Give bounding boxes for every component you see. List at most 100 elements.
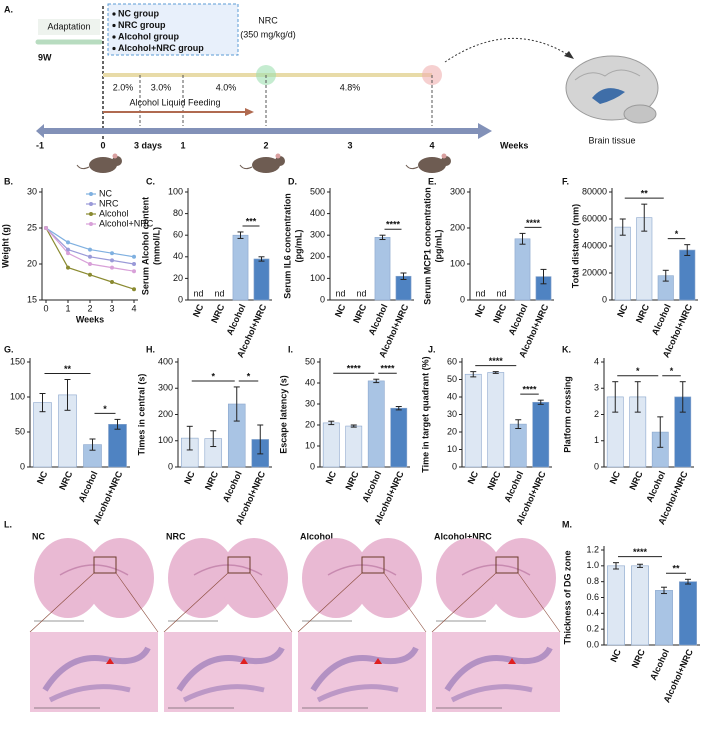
bar	[631, 565, 649, 646]
group-label: NRC group	[118, 20, 166, 30]
bar	[374, 237, 391, 301]
y-tick-label: 80	[173, 208, 183, 218]
x-tick-label: Alcohol	[224, 303, 247, 337]
value-label: nd	[214, 288, 224, 298]
mouse-tail	[405, 164, 419, 170]
panel-label: F.	[562, 176, 569, 186]
value-label: nd	[496, 288, 506, 298]
x-tick-label: Alcohol	[648, 648, 671, 682]
treatment-label: NRC	[258, 15, 278, 25]
panel-label: C.	[146, 176, 155, 186]
time-label: 3	[347, 140, 352, 150]
bullet	[112, 23, 116, 28]
x-tick-label: Alcohol	[506, 303, 529, 337]
bar	[679, 249, 696, 301]
significance-label: ****	[347, 364, 362, 374]
y-tick-label: 200	[450, 222, 465, 232]
bar	[514, 238, 531, 301]
panel-label: A.	[4, 4, 13, 14]
x-tick-label: NC	[608, 469, 623, 485]
x-tick-label: NC	[615, 302, 630, 318]
significance-label: *	[670, 366, 674, 376]
y-tick-label: 30	[305, 398, 315, 408]
zoom-line	[297, 572, 363, 633]
bar	[464, 373, 482, 468]
point	[88, 254, 92, 259]
y-tick-label: 0	[460, 294, 465, 304]
zoom-line	[249, 572, 293, 633]
y-axis-label: Escape latency (s)	[278, 375, 288, 454]
x-tick-label: NC	[333, 302, 348, 318]
y-tick-label: 100	[168, 186, 183, 196]
bullet	[112, 46, 116, 51]
dentate-gyrus	[450, 684, 533, 703]
y-tick-label: 100	[310, 273, 325, 283]
brain-fold	[574, 69, 641, 81]
mouse-body	[89, 157, 117, 173]
dose-label: (350 mg/kg/d)	[240, 29, 296, 39]
sample-arrow	[444, 38, 571, 63]
y-tick-label: 400	[158, 356, 173, 366]
x-tick-label: NC	[473, 302, 488, 318]
mouse-tail	[239, 164, 253, 170]
y-tick-label: 30	[447, 409, 457, 419]
significance-label: *	[103, 404, 107, 414]
dentate-gyrus	[316, 684, 399, 703]
point	[132, 262, 136, 266]
time-label: 2	[263, 140, 268, 150]
x-tick-label: NC	[466, 469, 481, 485]
mouse-body	[418, 157, 446, 173]
dentate-gyrus	[182, 684, 265, 703]
panel-label: I.	[288, 344, 293, 354]
legend-marker	[89, 212, 93, 216]
x-tick-label: NRC	[203, 469, 221, 491]
time-label: 1	[180, 140, 185, 150]
zoom-box	[93, 556, 117, 574]
y-tick-label: 0	[178, 294, 183, 304]
panel-label: B.	[4, 176, 13, 186]
bar	[614, 226, 631, 301]
significance-label: **	[641, 189, 649, 199]
panel-label: E.	[428, 176, 437, 186]
x-tick-label: NC	[35, 469, 50, 485]
bar	[607, 565, 625, 646]
y-tick-label: 40	[305, 377, 315, 387]
group-label: Alcohol	[300, 531, 333, 541]
significance-label: **	[64, 364, 72, 374]
mouse-ear	[441, 153, 447, 159]
marker	[240, 658, 248, 664]
percentage: 2.0%	[113, 82, 134, 92]
hippocampus	[592, 88, 625, 104]
arrow-head	[245, 108, 254, 116]
y-tick-label: 300	[310, 230, 325, 240]
y-axis-label: Thickness of DG zone	[562, 550, 572, 644]
y-tick-label: 100	[158, 435, 173, 445]
time-label: -1	[36, 140, 44, 150]
zoom-image	[432, 632, 560, 712]
panel-label: D.	[288, 176, 297, 186]
value-label: nd	[356, 288, 366, 298]
x-axis-label: Weeks	[76, 314, 104, 324]
y-tick-label: 0	[602, 294, 607, 304]
significance-label: ****	[380, 364, 395, 374]
time-label: 0	[100, 140, 105, 150]
y-axis-label: Serum MCP1 concentration	[422, 187, 432, 305]
tissue-label: Brain tissue	[588, 135, 635, 145]
y-tick-label: 0.8	[586, 576, 599, 586]
bar	[509, 423, 527, 468]
bar	[33, 402, 52, 468]
y-tick-label: 2	[594, 409, 599, 419]
y-tick-label: 60	[447, 356, 457, 366]
y-tick-label: 0	[452, 461, 457, 471]
point	[88, 247, 92, 252]
y-tick-label: 50	[447, 374, 457, 384]
zoom-image	[164, 632, 292, 712]
group-label: NRC	[166, 531, 186, 541]
section-right	[86, 538, 154, 618]
legend-marker	[89, 192, 93, 196]
zoom-line	[431, 572, 497, 633]
y-tick-label: 1.2	[586, 544, 599, 554]
x-tick-label: NRC	[57, 469, 75, 491]
mouse-ear	[112, 153, 118, 159]
